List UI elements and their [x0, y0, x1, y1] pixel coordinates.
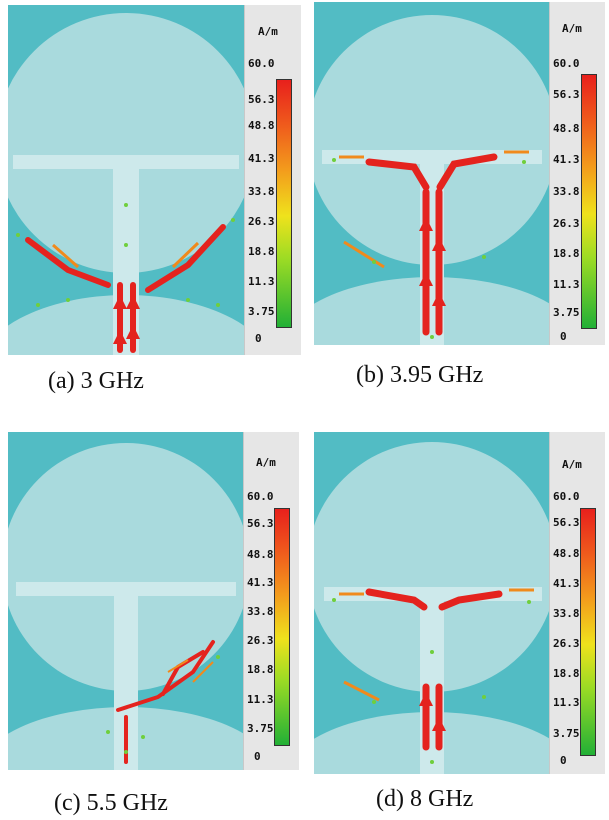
- legend-tick: 48.8: [553, 547, 580, 560]
- legend-tick: 33.8: [553, 607, 580, 620]
- legend-tick: 41.3: [248, 152, 275, 165]
- legend-tick: 0: [254, 750, 261, 763]
- legend-tick: 60.0: [247, 490, 274, 503]
- caption-b: (b) 3.95 GHz: [356, 362, 484, 388]
- legend-tick: 60.0: [248, 57, 275, 70]
- legend-tick: 18.8: [247, 663, 274, 676]
- color-legend-d: A/m 60.0 56.3 48.8 41.3 33.8 26.3 18.8 1…: [549, 432, 605, 774]
- legend-tick: 0: [560, 330, 567, 343]
- legend-tick: 18.8: [553, 667, 580, 680]
- color-legend-c: A/m 60.0 56.3 48.8 41.3 33.8 26.3 18.8 1…: [243, 432, 299, 770]
- legend-tick: 48.8: [247, 548, 274, 561]
- legend-tick: 41.3: [247, 576, 274, 589]
- simulation-view-d: [314, 432, 549, 774]
- legend-tick: 0: [255, 332, 262, 345]
- legend-tick: 26.3: [247, 634, 274, 647]
- legend-unit: A/m: [256, 456, 276, 469]
- legend-unit: A/m: [258, 25, 278, 38]
- legend-tick: 33.8: [247, 605, 274, 618]
- legend-tick: 11.3: [247, 693, 274, 706]
- legend-tick: 56.3: [553, 516, 580, 529]
- panel-a: A/m 60.0 56.3 48.8 41.3 33.8 26.3 18.8 1…: [8, 5, 301, 355]
- caption-a: (a) 3 GHz: [48, 368, 144, 394]
- legend-tick: 3.75: [553, 306, 580, 319]
- simulation-view-c: [8, 432, 243, 770]
- legend-tick: 60.0: [553, 57, 580, 70]
- legend-unit: A/m: [562, 458, 582, 471]
- legend-tick: 48.8: [248, 119, 275, 132]
- legend-tick: 18.8: [248, 245, 275, 258]
- color-legend-b: A/m 60.0 56.3 48.8 41.3 33.8 26.3 18.8 1…: [549, 2, 605, 345]
- legend-unit: A/m: [562, 22, 582, 35]
- legend-tick: 11.3: [248, 275, 275, 288]
- panel-b: A/m 60.0 56.3 48.8 41.3 33.8 26.3 18.8 1…: [314, 2, 605, 345]
- legend-tick: 48.8: [553, 122, 580, 135]
- simulation-view-b: [314, 2, 549, 345]
- legend-tick: 11.3: [553, 696, 580, 709]
- legend-tick: 26.3: [553, 217, 580, 230]
- legend-color-bar: [581, 74, 597, 329]
- legend-tick: 11.3: [553, 278, 580, 291]
- legend-tick: 26.3: [553, 637, 580, 650]
- legend-tick: 3.75: [247, 722, 274, 735]
- legend-tick: 33.8: [553, 185, 580, 198]
- legend-tick: 26.3: [248, 215, 275, 228]
- panel-c: A/m 60.0 56.3 48.8 41.3 33.8 26.3 18.8 1…: [8, 432, 299, 770]
- legend-tick: 3.75: [553, 727, 580, 740]
- legend-color-bar: [276, 79, 292, 328]
- legend-tick: 56.3: [553, 88, 580, 101]
- legend-tick: 41.3: [553, 153, 580, 166]
- legend-color-bar: [580, 508, 596, 756]
- legend-tick: 56.3: [248, 93, 275, 106]
- legend-color-bar: [274, 508, 290, 746]
- color-legend-a: A/m 60.0 56.3 48.8 41.3 33.8 26.3 18.8 1…: [244, 5, 301, 355]
- legend-tick: 0: [560, 754, 567, 767]
- caption-d: (d) 8 GHz: [376, 786, 474, 812]
- legend-tick: 33.8: [248, 185, 275, 198]
- legend-tick: 18.8: [553, 247, 580, 260]
- legend-tick: 60.0: [553, 490, 580, 503]
- legend-tick: 41.3: [553, 577, 580, 590]
- legend-tick: 3.75: [248, 305, 275, 318]
- legend-tick: 56.3: [247, 517, 274, 530]
- caption-c: (c) 5.5 GHz: [54, 790, 168, 816]
- panel-d: A/m 60.0 56.3 48.8 41.3 33.8 26.3 18.8 1…: [314, 432, 605, 774]
- simulation-view-a: [8, 5, 244, 355]
